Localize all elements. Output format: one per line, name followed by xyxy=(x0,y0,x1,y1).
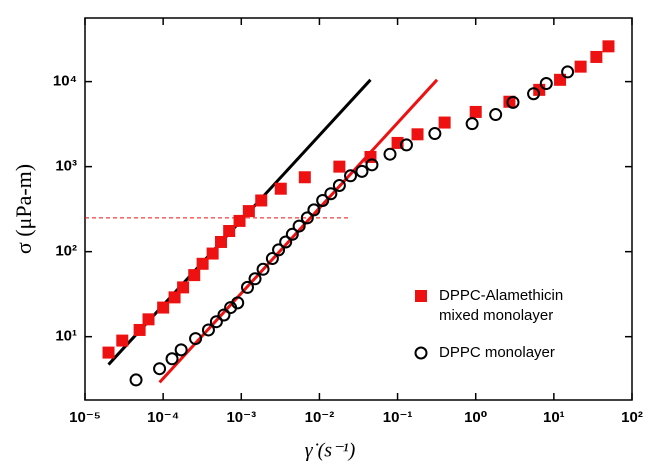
data-point xyxy=(307,203,321,217)
data-point xyxy=(332,178,346,192)
data-point xyxy=(292,219,306,233)
data-point xyxy=(574,60,587,73)
data-point xyxy=(438,116,451,129)
data-point xyxy=(206,247,219,260)
data-point xyxy=(209,315,223,329)
data-point xyxy=(503,95,516,108)
data-point xyxy=(174,343,188,357)
data-point xyxy=(256,262,270,276)
data-point xyxy=(489,108,503,122)
data-point xyxy=(265,252,279,266)
data-point xyxy=(223,224,236,237)
data-point xyxy=(196,257,209,270)
data-point xyxy=(129,373,143,387)
data-point xyxy=(383,147,397,161)
data-point xyxy=(165,352,179,366)
data-point xyxy=(298,171,311,184)
data-point xyxy=(399,138,413,152)
data-point xyxy=(316,193,330,207)
data-point xyxy=(189,332,203,346)
data-point xyxy=(539,77,553,91)
data-point xyxy=(214,235,227,248)
y-tick-label: 10⁴ xyxy=(53,73,77,90)
data-point xyxy=(344,169,358,183)
data-point xyxy=(300,211,314,225)
data-point xyxy=(527,87,541,101)
data-point xyxy=(428,127,442,141)
legend-label: DPPC-Alamethicin mixed monolayer xyxy=(439,287,564,324)
data-point xyxy=(365,158,379,172)
data-point xyxy=(133,323,146,336)
legend-marker xyxy=(414,346,428,360)
legend-marker xyxy=(415,290,427,302)
data-point xyxy=(153,362,167,376)
y-axis-label: σ (μPa-m) xyxy=(11,164,36,254)
data-point xyxy=(240,280,254,294)
data-point xyxy=(411,128,424,141)
data-point xyxy=(248,272,262,286)
data-point xyxy=(272,243,286,257)
data-point xyxy=(142,313,155,326)
x-tick-label: 10⁻⁵ xyxy=(69,409,101,426)
x-axis-label: γ̇ (s⁻¹) xyxy=(305,440,356,462)
x-tick-label: 10⁻¹ xyxy=(383,409,413,426)
data-point xyxy=(554,73,567,86)
x-tick-label: 10⁰ xyxy=(464,409,487,426)
data-point xyxy=(157,301,170,314)
data-point xyxy=(465,117,479,131)
x-tick-label: 10² xyxy=(621,409,643,426)
plot-frame xyxy=(84,17,633,401)
x-tick-label: 10¹ xyxy=(543,409,565,426)
data-point xyxy=(355,164,369,178)
data-point xyxy=(506,95,520,109)
data-point xyxy=(116,334,129,347)
data-point xyxy=(274,182,287,195)
y-tick-label: 10¹ xyxy=(55,328,77,345)
data-point xyxy=(102,346,115,359)
data-point xyxy=(285,227,299,241)
data-point xyxy=(333,160,346,173)
x-tick-label: 10⁻³ xyxy=(226,409,256,426)
x-tick-label: 10⁻⁴ xyxy=(147,409,179,426)
data-point xyxy=(231,296,245,310)
data-point xyxy=(242,205,255,218)
data-point xyxy=(233,214,246,227)
y-tick-label: 10² xyxy=(55,243,77,260)
x-tick-label: 10⁻² xyxy=(305,409,335,426)
data-point xyxy=(177,281,190,294)
data-point xyxy=(590,50,603,63)
data-point xyxy=(324,187,338,201)
data-point xyxy=(188,269,201,282)
data-point xyxy=(201,323,215,337)
data-point xyxy=(279,235,293,249)
data-point xyxy=(217,308,231,322)
data-point xyxy=(255,194,268,207)
legend-label: DPPC monolayer xyxy=(439,344,555,361)
data-point xyxy=(602,40,615,53)
data-point xyxy=(469,105,482,118)
data-point xyxy=(168,291,181,304)
data-point xyxy=(561,65,575,79)
y-tick-label: 10³ xyxy=(55,158,77,175)
